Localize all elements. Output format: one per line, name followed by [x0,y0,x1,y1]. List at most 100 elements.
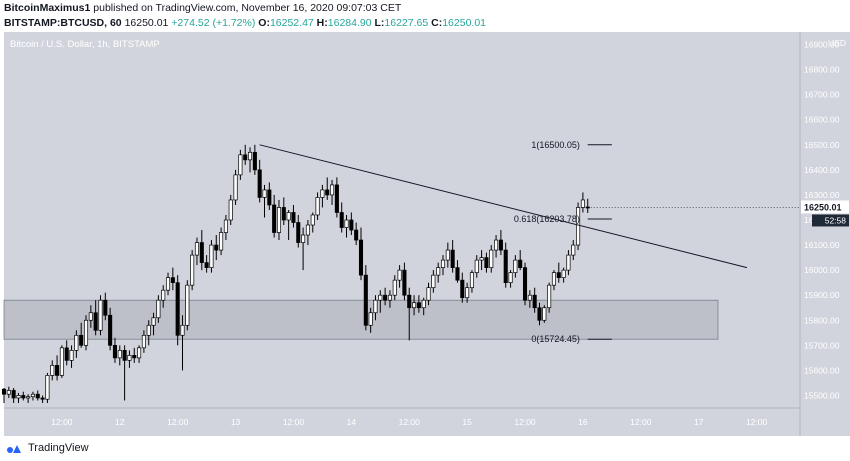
candle[interactable] [262,184,267,218]
candle[interactable] [402,262,407,301]
candle[interactable] [272,194,277,238]
candle[interactable] [112,337,117,363]
candle[interactable] [542,305,547,323]
candle[interactable] [45,372,50,403]
candle[interactable] [170,267,175,291]
candle[interactable] [585,198,590,213]
candle[interactable] [416,295,421,313]
candle[interactable] [556,262,561,283]
candle[interactable] [21,391,26,401]
candle[interactable] [330,179,335,205]
candle[interactable] [426,282,431,306]
candle[interactable] [93,300,98,336]
candle[interactable] [522,262,528,306]
candle[interactable] [146,320,151,346]
candle[interactable] [498,230,503,256]
candle[interactable] [117,345,122,366]
candle[interactable] [35,390,40,401]
candle[interactable] [320,184,325,208]
candle[interactable] [561,267,566,283]
candle[interactable] [508,270,513,288]
candle[interactable] [551,270,557,291]
candle[interactable] [30,391,35,401]
candle[interactable] [59,345,64,378]
candle[interactable] [132,347,137,363]
candle[interactable] [219,227,224,256]
candle[interactable] [315,192,320,220]
candle[interactable] [397,265,402,288]
candle[interactable] [344,214,349,238]
support-zone[interactable] [3,299,719,340]
candle[interactable] [194,237,200,266]
candle[interactable] [460,272,465,303]
candle[interactable] [503,242,508,288]
candle[interactable] [267,182,272,210]
candle[interactable] [455,260,460,283]
candle[interactable] [484,252,489,273]
candle[interactable] [305,220,310,246]
candle[interactable] [247,147,253,173]
candle[interactable] [137,345,142,363]
candle[interactable] [479,250,484,271]
candle[interactable] [40,395,45,403]
candle[interactable] [83,315,89,351]
candle[interactable] [199,230,204,271]
candle[interactable] [103,292,108,321]
candle[interactable] [286,209,291,241]
tradingview-logo[interactable]: TradingView [6,442,89,454]
candle[interactable] [489,245,494,273]
candle[interactable] [527,290,532,308]
candle[interactable] [175,275,180,346]
trendline[interactable] [259,144,748,269]
candle[interactable] [180,315,185,371]
plot-area[interactable] [4,32,800,408]
candle[interactable] [334,177,339,218]
time-axis[interactable] [4,408,800,436]
candle[interactable] [1,387,7,403]
candle[interactable] [296,214,301,248]
candle[interactable] [445,242,450,268]
candle[interactable] [349,212,354,236]
candle[interactable] [363,265,368,331]
candle[interactable] [190,250,195,291]
candlestick-chart[interactable]: 1(16500.05) 0.618(16203.78) 0(15724.45) 16… [0,32,850,438]
candle[interactable] [571,240,576,261]
candle[interactable] [281,197,286,226]
candle[interactable] [11,387,16,403]
candle[interactable] [233,169,238,205]
candle[interactable] [474,255,479,278]
candle[interactable] [440,255,446,276]
candle[interactable] [387,290,392,308]
candle[interactable] [79,322,84,348]
candle[interactable] [291,204,296,228]
price-axis[interactable] [800,32,850,436]
candle[interactable] [537,302,542,326]
candle[interactable] [209,240,214,273]
candle[interactable] [252,144,257,175]
candle[interactable] [156,295,161,323]
candle[interactable] [98,295,103,336]
candle[interactable] [373,295,378,321]
candle[interactable] [214,235,219,261]
candle[interactable] [165,272,171,296]
candle[interactable] [407,287,412,341]
candle[interactable] [6,386,11,398]
candle[interactable] [26,394,31,403]
candle[interactable] [469,270,474,293]
candle[interactable] [580,192,585,213]
candle[interactable] [392,275,397,301]
author-name[interactable]: BitcoinMaximus1 [4,2,91,14]
candle[interactable] [64,340,69,366]
candle[interactable] [354,222,359,246]
candle[interactable] [358,227,364,281]
candle[interactable] [55,355,60,381]
candle[interactable] [122,345,127,401]
candle[interactable] [436,262,441,283]
candle[interactable] [547,282,552,313]
candle[interactable] [339,202,344,233]
candle[interactable] [494,235,499,258]
candle[interactable] [325,177,330,200]
candle[interactable] [16,392,21,403]
candle[interactable] [74,330,79,358]
candle[interactable] [378,290,383,313]
